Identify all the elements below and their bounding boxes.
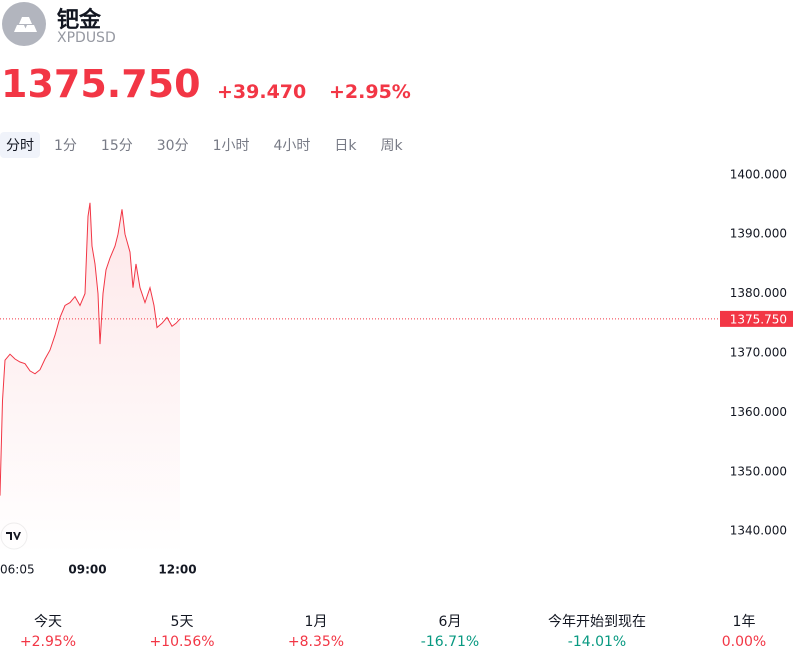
interval-tab[interactable]: 日k	[334, 138, 357, 154]
interval-tab[interactable]: 1分	[54, 138, 77, 154]
interval-tab[interactable]: 30分	[156, 138, 189, 154]
period-label: 今年开始到现在	[548, 614, 646, 630]
interval-tab[interactable]: 4小时	[273, 138, 311, 154]
period[interactable]: 5天 +10.56%	[107, 611, 257, 650]
symbol-logo	[2, 2, 46, 46]
x-tick-label: 06:05	[0, 563, 35, 577]
period[interactable]: 今天 +2.95%	[0, 611, 123, 650]
period[interactable]: 1月 +8.35%	[241, 611, 391, 650]
y-tick-label: 1350.000	[730, 464, 787, 478]
price: 1375.750	[1, 62, 201, 106]
y-tick-label: 1360.000	[730, 405, 787, 419]
price-change-percent: +2.95%	[329, 81, 411, 103]
interval-tab[interactable]: 分时	[0, 132, 40, 158]
period-value: -14.01%	[567, 634, 627, 650]
period-value: +2.95%	[19, 634, 77, 650]
period-value: +10.56%	[149, 634, 215, 650]
period-label: 今天	[34, 614, 62, 630]
price-line	[0, 202, 181, 496]
last-price-box	[720, 310, 793, 327]
area	[0, 202, 180, 556]
y-tick-label: 1400.000	[730, 167, 787, 181]
period-label: 1月	[304, 614, 328, 630]
period-label: 6月	[438, 614, 462, 630]
y-tick-label: 1390.000	[730, 227, 787, 241]
symbol-name: 钯金	[57, 8, 102, 33]
period[interactable]: 1年 0.00%	[669, 611, 800, 650]
last-price-label: 1375.750	[730, 312, 787, 326]
interval-tabs: 分时 1分 15分 30分 1小时 4小时 日k 周k	[0, 132, 417, 158]
x-tick-label: 09:00	[68, 563, 106, 577]
period-label: 1年	[732, 614, 756, 630]
period-value: 0.00%	[721, 634, 767, 650]
y-tick-label: 1340.000	[730, 524, 787, 538]
period[interactable]: 6月 -16.71%	[375, 611, 525, 650]
y-tick-label: 1380.000	[730, 286, 787, 300]
interval-tab[interactable]: 周k	[380, 138, 403, 154]
y-tick-label: 1370.000	[730, 346, 787, 360]
interval-tab[interactable]: 1小时	[212, 138, 250, 154]
interval-tab[interactable]: 15分	[100, 138, 133, 154]
period[interactable]: 今年开始到现在 -14.01%	[522, 611, 672, 650]
period-value: -16.71%	[420, 634, 480, 650]
price-change: +39.470	[217, 81, 307, 103]
x-tick-label: 12:00	[158, 563, 196, 577]
period-value: +8.35%	[287, 634, 345, 650]
logo-icon	[14, 17, 37, 32]
period-label: 5天	[170, 614, 194, 630]
symbol-code: XPDUSD	[57, 30, 116, 46]
